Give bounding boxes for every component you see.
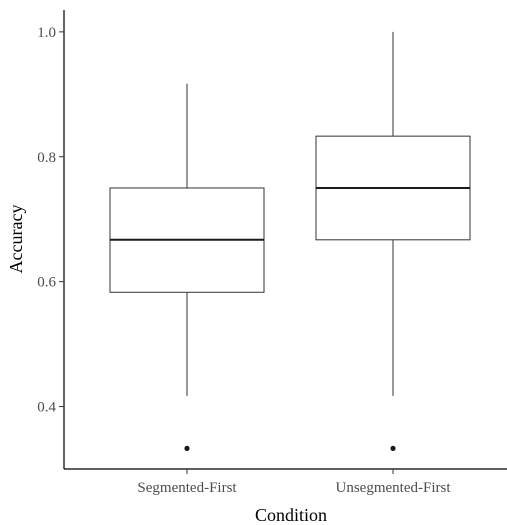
outlier-point (390, 445, 396, 451)
boxes-layer (109, 31, 471, 451)
y-tick-label: 0.4 (37, 400, 56, 416)
y-axis-title: Accuracy (6, 205, 26, 274)
y-ticks: 0.4 0.6 0.8 1.0 (37, 25, 64, 416)
y-tick-label: 1.0 (37, 25, 56, 41)
outlier-point (184, 445, 190, 451)
x-axis-title: Condition (255, 505, 327, 525)
box-2 (315, 31, 471, 451)
y-tick-label: 0.8 (37, 150, 56, 166)
box-1 (109, 83, 265, 451)
x-tick-label: Segmented-First (137, 480, 237, 496)
x-tick-label: Unsegmented-First (336, 480, 452, 496)
x-ticks: Segmented-First Unsegmented-First (137, 469, 451, 496)
y-tick-label: 0.6 (37, 275, 56, 291)
